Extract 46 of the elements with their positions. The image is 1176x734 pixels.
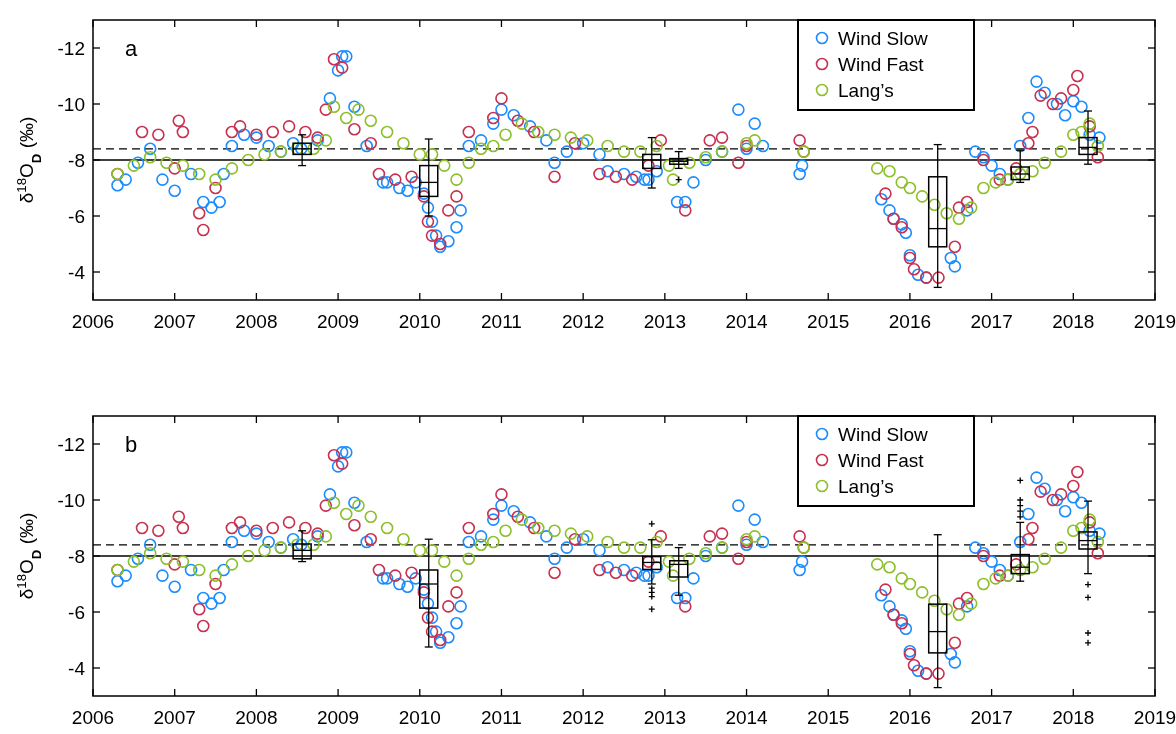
y-tick-label: -4 [68, 657, 86, 679]
x-tick-label: 2014 [725, 311, 769, 332]
y-tick-label: -12 [57, 433, 85, 455]
x-tick-label: 2013 [643, 311, 686, 332]
x-tick-label: 2011 [481, 707, 522, 728]
x-tick-label: 2011 [481, 311, 522, 332]
x-tick-label: 2015 [807, 311, 850, 332]
legend-label: Lang’s [838, 79, 894, 101]
y-tick-label: -4 [68, 261, 86, 283]
y-tick-label: -12 [57, 37, 85, 59]
annotation: b [125, 432, 138, 457]
x-tick-label: 2016 [888, 311, 932, 332]
x-tick-label: 2007 [153, 707, 196, 728]
x-tick-label: 2009 [316, 707, 360, 728]
x-tick-label: 2012 [562, 311, 605, 332]
x-tick-label: 2010 [398, 311, 441, 332]
x-tick-label: 2008 [235, 707, 278, 728]
y-tick-label: -6 [68, 205, 85, 227]
x-tick-label: 2017 [970, 311, 1013, 332]
x-tick-label: 2014 [725, 707, 769, 728]
x-tick-label: 2017 [970, 707, 1013, 728]
x-tick-label: 2015 [807, 707, 850, 728]
x-tick-label: 2006 [71, 311, 115, 332]
y-tick-label: -10 [57, 489, 85, 511]
x-tick-label: 2007 [153, 311, 196, 332]
x-tick-label: 2016 [888, 707, 932, 728]
legend-label: Wind Slow [838, 27, 929, 49]
legend-label: Wind Fast [838, 53, 925, 75]
legend-label: Wind Fast [838, 449, 925, 471]
y-tick-label: -8 [68, 545, 85, 567]
x-tick-label: 2018 [1052, 311, 1095, 332]
y-tick-label: -10 [57, 93, 85, 115]
x-tick-label: 2019 [1133, 311, 1176, 332]
x-tick-label: 2012 [562, 707, 605, 728]
x-tick-label: 2013 [643, 707, 686, 728]
legend-label: Lang’s [838, 475, 894, 497]
x-tick-label: 2019 [1133, 707, 1176, 728]
y-tick-label: -8 [68, 149, 85, 171]
legend-label: Wind Slow [838, 423, 929, 445]
x-tick-label: 2010 [398, 707, 441, 728]
x-tick-label: 2008 [235, 311, 278, 332]
annotation: a [125, 36, 138, 61]
y-tick-label: -6 [68, 601, 85, 623]
x-tick-label: 2006 [71, 707, 115, 728]
x-tick-label: 2009 [316, 311, 360, 332]
x-tick-label: 2018 [1052, 707, 1095, 728]
